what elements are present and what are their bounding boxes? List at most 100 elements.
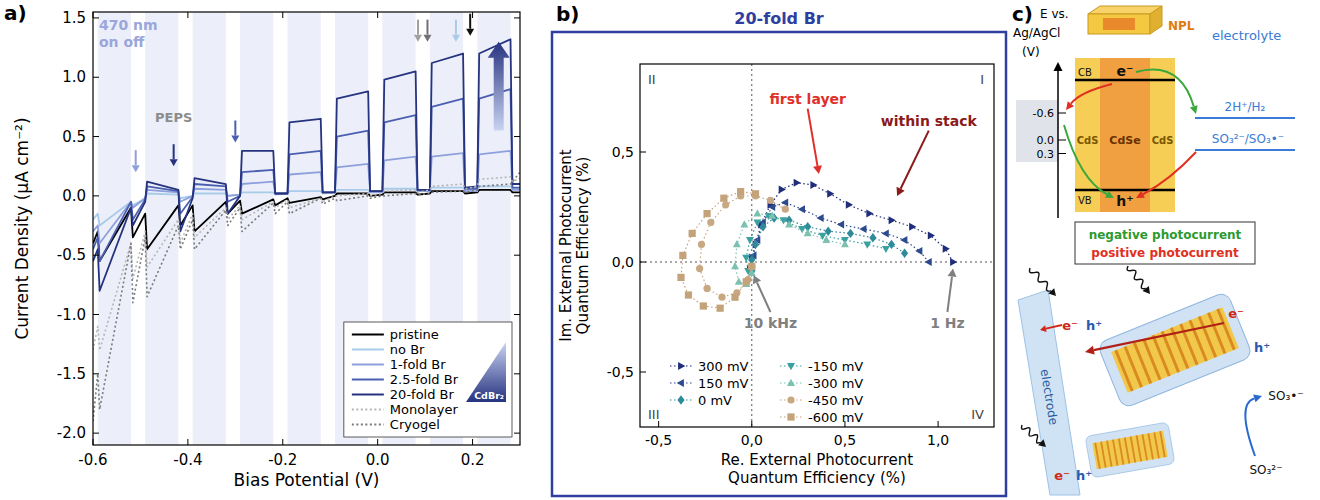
light-on-band [288, 12, 321, 445]
y-tick [514, 314, 520, 315]
annotation-arrow [897, 131, 929, 196]
point [677, 274, 684, 281]
point [748, 263, 755, 270]
annotation-arrow [414, 20, 422, 42]
legend-label: 1-fold Br [390, 357, 446, 372]
annotation-arrow-head [414, 35, 422, 42]
annotation-arrow-head [897, 187, 905, 196]
legend-swatch [352, 424, 384, 426]
point [768, 212, 776, 219]
photon-wave [1127, 266, 1146, 289]
quadrant-label: III [648, 407, 660, 422]
light-states: on off [99, 34, 145, 50]
npl-core [1103, 18, 1135, 30]
electrolyte-label: electrolyte [1212, 28, 1281, 43]
origin-line [640, 262, 994, 263]
redox-level [1195, 117, 1295, 119]
point [928, 232, 935, 240]
x-tick-label: 1,0 [927, 432, 949, 448]
annotation-arrow-shaft [417, 20, 419, 35]
annotation-arrow-shaft [469, 14, 471, 29]
panel-letter: c) [1012, 2, 1033, 26]
platelet [1160, 431, 1165, 457]
annotation-arrow-head [132, 165, 140, 172]
transfer-arrow-shaft [1094, 323, 1224, 350]
platelet [1113, 440, 1118, 466]
series-line [93, 172, 520, 421]
x-tick-label: -0.4 [173, 451, 202, 469]
point [915, 247, 922, 255]
platelet [1125, 438, 1130, 464]
y-tick [514, 136, 520, 137]
x-tick-label: -0.2 [268, 451, 297, 469]
text-line: Quantum Efficiency (%) [574, 157, 592, 335]
point [731, 294, 738, 301]
text-line: Quantum Efficiency (%) [728, 469, 906, 487]
axis-title: E vs. [1040, 7, 1069, 21]
annotation-arrow-shaft [455, 20, 457, 35]
legend-swatch [352, 394, 384, 396]
y-tick-label: 0,0 [612, 254, 634, 270]
point [735, 278, 743, 285]
panel-b-frame [552, 32, 1006, 496]
point [841, 240, 849, 247]
point [722, 201, 729, 208]
platelet [1142, 434, 1147, 460]
x-tick-label: 0.0 [366, 451, 390, 469]
point [753, 209, 761, 216]
transfer-arrow-head [1190, 105, 1198, 114]
legend-marker [787, 396, 794, 403]
y-tick [514, 195, 520, 196]
annotation: first layer [769, 91, 846, 107]
annotation-arrow [231, 120, 239, 142]
platelet-stack [1092, 431, 1167, 470]
npl-label: NPL [1168, 19, 1195, 33]
species-label: SO₃•⁻ [1268, 389, 1303, 403]
redox-level [1195, 149, 1295, 151]
x-tick [187, 12, 188, 18]
legend-label: -600 mV [808, 410, 863, 425]
annotation-arrow [423, 20, 431, 42]
legend-marker [787, 379, 795, 386]
legend-marker [678, 362, 685, 370]
y-tick-label: -1.0 [57, 306, 86, 324]
cb-label: CB [1078, 67, 1092, 78]
legend-marker [677, 379, 684, 387]
photon-head [1038, 439, 1046, 447]
series-group [731, 209, 849, 287]
transfer-arrow-head [1040, 325, 1047, 332]
y-tick [640, 152, 646, 153]
point [781, 199, 788, 207]
legend-label: 150 mV [698, 376, 749, 391]
legend-label: 20-fold Br [390, 387, 455, 402]
y-tick [93, 255, 99, 256]
point [900, 236, 907, 244]
legend-label: 300 mV [698, 359, 749, 374]
annotation-arrow [466, 14, 474, 36]
point [869, 233, 876, 242]
y-tick [93, 373, 99, 374]
annotation-arrow-head [753, 275, 761, 284]
x-tick [282, 12, 283, 18]
npl-stack [1085, 422, 1175, 478]
y-tick [514, 17, 520, 18]
transfer-arrow [1136, 70, 1198, 114]
energy-axis-head [1054, 62, 1063, 71]
series-line [93, 190, 520, 261]
x-tick [93, 439, 94, 445]
oxidation-arrow-head [1253, 395, 1262, 403]
ligand-shell [1097, 291, 1253, 408]
photocurrent-label: positive photocurrent [1091, 246, 1239, 260]
x-axis-title: Bias Potential (V) [234, 470, 380, 490]
y-tick [93, 136, 99, 137]
point [696, 265, 703, 272]
legend-label: no Br [390, 342, 425, 357]
legend-label: Cryogel [390, 417, 440, 432]
legend-swatch [352, 349, 384, 351]
plot-area-a [93, 12, 520, 445]
point [846, 201, 853, 209]
point [950, 258, 957, 266]
point [746, 237, 754, 244]
x-tick-label: 0.2 [461, 451, 485, 469]
electrode-label: electrode [1038, 368, 1061, 426]
